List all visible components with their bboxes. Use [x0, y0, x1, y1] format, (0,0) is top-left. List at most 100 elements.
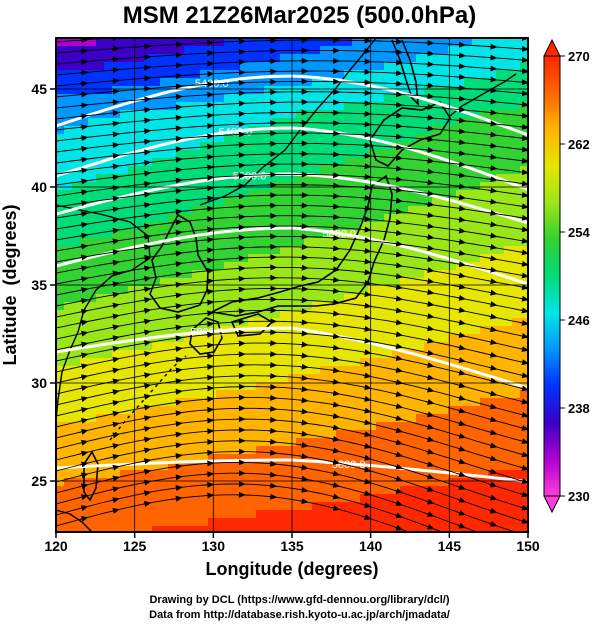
wind-arrow: [142, 415, 152, 422]
wind-arrow: [488, 176, 498, 183]
wind-arrow: [488, 339, 498, 345]
wind-arrow: [142, 436, 152, 443]
wind-arrow: [425, 146, 435, 153]
wind-arrow: [457, 117, 467, 124]
wind-arrow: [425, 300, 435, 307]
wind-arrow: [362, 205, 372, 212]
wind-arrow: [142, 223, 152, 230]
wind-arrow: [488, 326, 498, 333]
wind-arrow: [520, 451, 528, 458]
wind-arrow: [457, 458, 467, 465]
wind-arrow: [111, 131, 120, 138]
wind-arrow: [394, 262, 404, 269]
wind-arrow: [331, 482, 341, 488]
wind-arrow: [425, 234, 435, 240]
wind-arrow: [173, 474, 183, 481]
wind-arrow: [362, 502, 372, 508]
wind-arrow: [457, 194, 467, 201]
credit-drawing: Drawing by DCL (https://www.gfd-dennou.o…: [149, 594, 450, 606]
wind-arrow: [394, 112, 404, 119]
wind-arrow: [394, 240, 404, 247]
wind-arrow: [173, 485, 183, 492]
wind-arrow: [111, 88, 120, 95]
wind-arrow: [425, 399, 435, 405]
wind-arrow: [520, 464, 528, 471]
wind-arrow: [205, 133, 215, 140]
wind-arrow: [425, 201, 435, 208]
wind-arrow: [142, 254, 152, 261]
wind-arrow: [521, 531, 528, 532]
wind-arrow: [79, 102, 89, 109]
wind-arrow: [173, 324, 183, 331]
wind-arrow: [394, 439, 404, 446]
wind-arrow: [110, 464, 120, 471]
wind-arrow: [488, 232, 498, 239]
wind-arrow: [79, 319, 89, 326]
wind-arrow: [457, 283, 467, 290]
wind-arrow: [489, 536, 497, 539]
wind-arrow: [331, 401, 341, 408]
wind-arrow: [110, 281, 120, 288]
wind-arrow: [173, 495, 183, 502]
wind-arrow: [520, 101, 528, 108]
wind-arrow: [457, 84, 467, 91]
wind-arrow: [205, 299, 215, 306]
wind-arrow: [394, 391, 404, 397]
wind-arrow: [110, 378, 120, 385]
wind-arrow: [205, 267, 215, 274]
wind-arrow: [425, 267, 435, 273]
wind-arrow: [425, 93, 435, 100]
wind-arrow: [425, 82, 435, 89]
wind-arrow: [520, 284, 528, 291]
wind-arrow: [79, 494, 89, 501]
wind-arrow: [299, 498, 309, 505]
wind-arrow: [394, 367, 404, 373]
contour-label: 5800.0: [332, 459, 366, 471]
wind-arrow: [173, 420, 183, 427]
wind-arrow: [299, 341, 309, 348]
coastline-taiwan: [83, 450, 99, 502]
wind-arrow: [520, 295, 528, 302]
colorbar-tick-label: 270: [568, 49, 590, 64]
wind-arrow: [488, 76, 498, 83]
wind-arrow: [173, 198, 183, 205]
wind-arrow: [394, 403, 404, 409]
wind-arrow: [488, 416, 498, 423]
wind-arrow: [173, 93, 183, 100]
wind-arrow: [173, 271, 183, 278]
wind-arrow: [268, 493, 278, 500]
wind-arrow: [173, 104, 183, 111]
wind-arrow: [520, 203, 528, 210]
wind-arrow: [331, 458, 341, 465]
wind-arrow: [79, 254, 89, 261]
wind-arrow: [173, 431, 183, 438]
wind-arrow: [111, 56, 120, 63]
wind-arrow: [79, 363, 89, 370]
x-tick-label: 125: [123, 538, 147, 554]
wind-arrow: [457, 319, 467, 326]
wind-arrow: [142, 244, 152, 251]
wind-arrow: [79, 439, 89, 446]
wind-arrow: [457, 522, 467, 529]
wind-arrow: [394, 176, 404, 183]
y-axis-label: Latitude (degrees): [0, 204, 20, 365]
wind-arrow: [110, 324, 120, 331]
wind-arrow: [110, 270, 120, 277]
wind-arrow: [205, 195, 215, 202]
wind-arrow: [205, 385, 215, 392]
wind-arrow: [79, 232, 89, 239]
wind-arrow: [173, 261, 183, 267]
wind-arrow: [142, 117, 152, 124]
wind-arrow: [488, 403, 498, 410]
wind-arrow: [394, 451, 404, 458]
wind-arrow: [79, 352, 89, 359]
credit-data: Data from http://database.rish.kyoto-u.a…: [149, 609, 450, 621]
colorbar-body: [543, 55, 561, 497]
wind-arrow: [394, 197, 404, 204]
wind-arrow: [457, 509, 467, 516]
wind-arrow: [362, 466, 372, 473]
coastline-ryukyu: [109, 355, 187, 441]
wind-arrow: [299, 408, 309, 415]
wind-arrow: [394, 165, 404, 172]
wind-arrow: [110, 486, 120, 493]
